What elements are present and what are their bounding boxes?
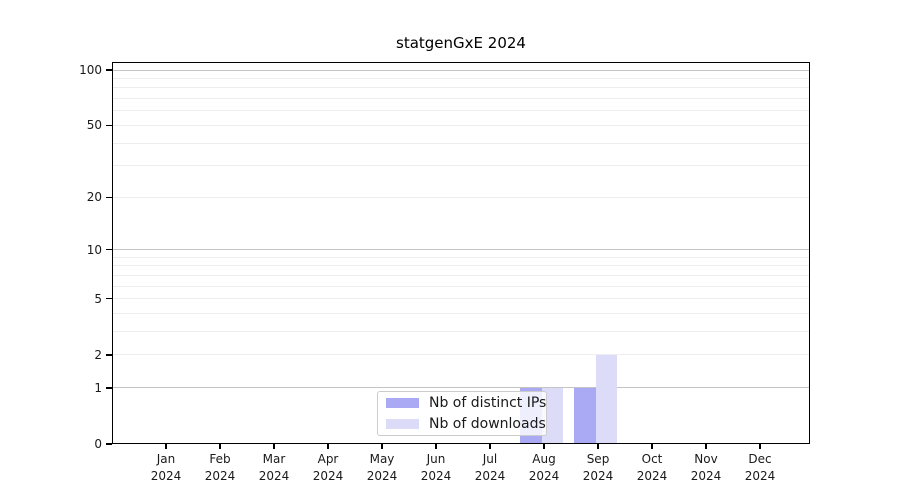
bar-downloads-sep	[595, 355, 617, 443]
minor-gridline	[113, 256, 809, 258]
minor-gridline	[113, 98, 809, 100]
minor-gridline	[113, 165, 809, 167]
x-tick-label: Feb 2024	[204, 452, 236, 483]
downloads-swatch-icon	[386, 419, 419, 429]
y-tick-label: 10	[86, 242, 102, 257]
minor-gridline	[113, 354, 809, 356]
chart-title: statgenGxE 2024	[396, 34, 526, 52]
y-tick-label: 100	[79, 63, 102, 77]
x-tick-label: May 2024	[366, 452, 398, 483]
y-axis-tick	[106, 196, 112, 198]
y-axis-tick	[106, 249, 112, 251]
x-axis-tick	[219, 444, 221, 449]
minor-gridline	[113, 124, 809, 126]
x-axis-tick	[543, 444, 545, 449]
major-gridline	[113, 249, 809, 251]
x-tick-label: Apr 2024	[312, 452, 344, 483]
y-tick-label: 2	[94, 347, 102, 362]
bar-distinct-ips-sep	[574, 388, 596, 443]
x-tick-label: Oct 2024	[636, 452, 668, 483]
y-axis-tick	[106, 443, 112, 445]
x-axis-tick	[597, 444, 599, 449]
minor-gridline	[113, 265, 809, 267]
minor-gridline	[113, 331, 809, 333]
y-tick-label: 20	[86, 190, 102, 205]
y-axis-tick	[106, 69, 112, 71]
legend: Nb of distinct IPs Nb of downloads	[377, 391, 547, 436]
x-axis-tick	[759, 444, 761, 449]
x-axis-tick	[165, 444, 167, 449]
x-axis-tick	[435, 444, 437, 449]
x-axis-tick	[705, 444, 707, 449]
y-axis-tick	[106, 298, 112, 300]
minor-gridline	[113, 196, 809, 198]
x-tick-label: Dec 2024	[744, 452, 776, 483]
distinct-ips-swatch-icon	[386, 398, 419, 408]
x-tick-label: Mar 2024	[258, 452, 290, 483]
y-axis-tick	[106, 387, 112, 389]
x-axis-tick	[273, 444, 275, 449]
minor-gridline	[113, 274, 809, 276]
minor-gridline	[113, 313, 809, 315]
y-axis-tick	[106, 124, 112, 127]
x-tick-label: Jul 2024	[474, 452, 506, 483]
x-axis-tick	[651, 444, 653, 449]
x-axis-tick	[489, 444, 491, 449]
x-axis-tick	[381, 444, 383, 449]
major-gridline	[113, 387, 809, 389]
major-gridline	[113, 69, 809, 71]
y-axis-tick	[106, 354, 112, 356]
minor-gridline	[113, 298, 809, 300]
plot-area	[112, 62, 810, 444]
minor-gridline	[113, 110, 809, 112]
legend-item-downloads: Nb of downloads	[386, 416, 546, 432]
x-tick-label: Jun 2024	[420, 452, 452, 483]
legend-label: Nb of downloads	[429, 416, 546, 432]
y-tick-label: 50	[86, 118, 102, 133]
y-tick-label: 0	[94, 437, 102, 451]
minor-gridline	[113, 87, 809, 89]
y-tick-label: 5	[94, 291, 102, 306]
x-tick-label: Sep 2024	[582, 452, 614, 483]
minor-gridline	[113, 77, 809, 79]
legend-item-distinct-ips: Nb of distinct IPs	[386, 395, 546, 411]
x-axis-tick	[327, 444, 329, 449]
legend-label: Nb of distinct IPs	[429, 395, 547, 411]
y-tick-label: 1	[94, 380, 102, 395]
x-tick-label: Nov 2024	[690, 452, 722, 483]
x-tick-label: Jan 2024	[150, 452, 182, 483]
x-tick-label: Aug 2024	[528, 452, 560, 483]
minor-gridline	[113, 142, 809, 144]
minor-gridline	[113, 285, 809, 287]
